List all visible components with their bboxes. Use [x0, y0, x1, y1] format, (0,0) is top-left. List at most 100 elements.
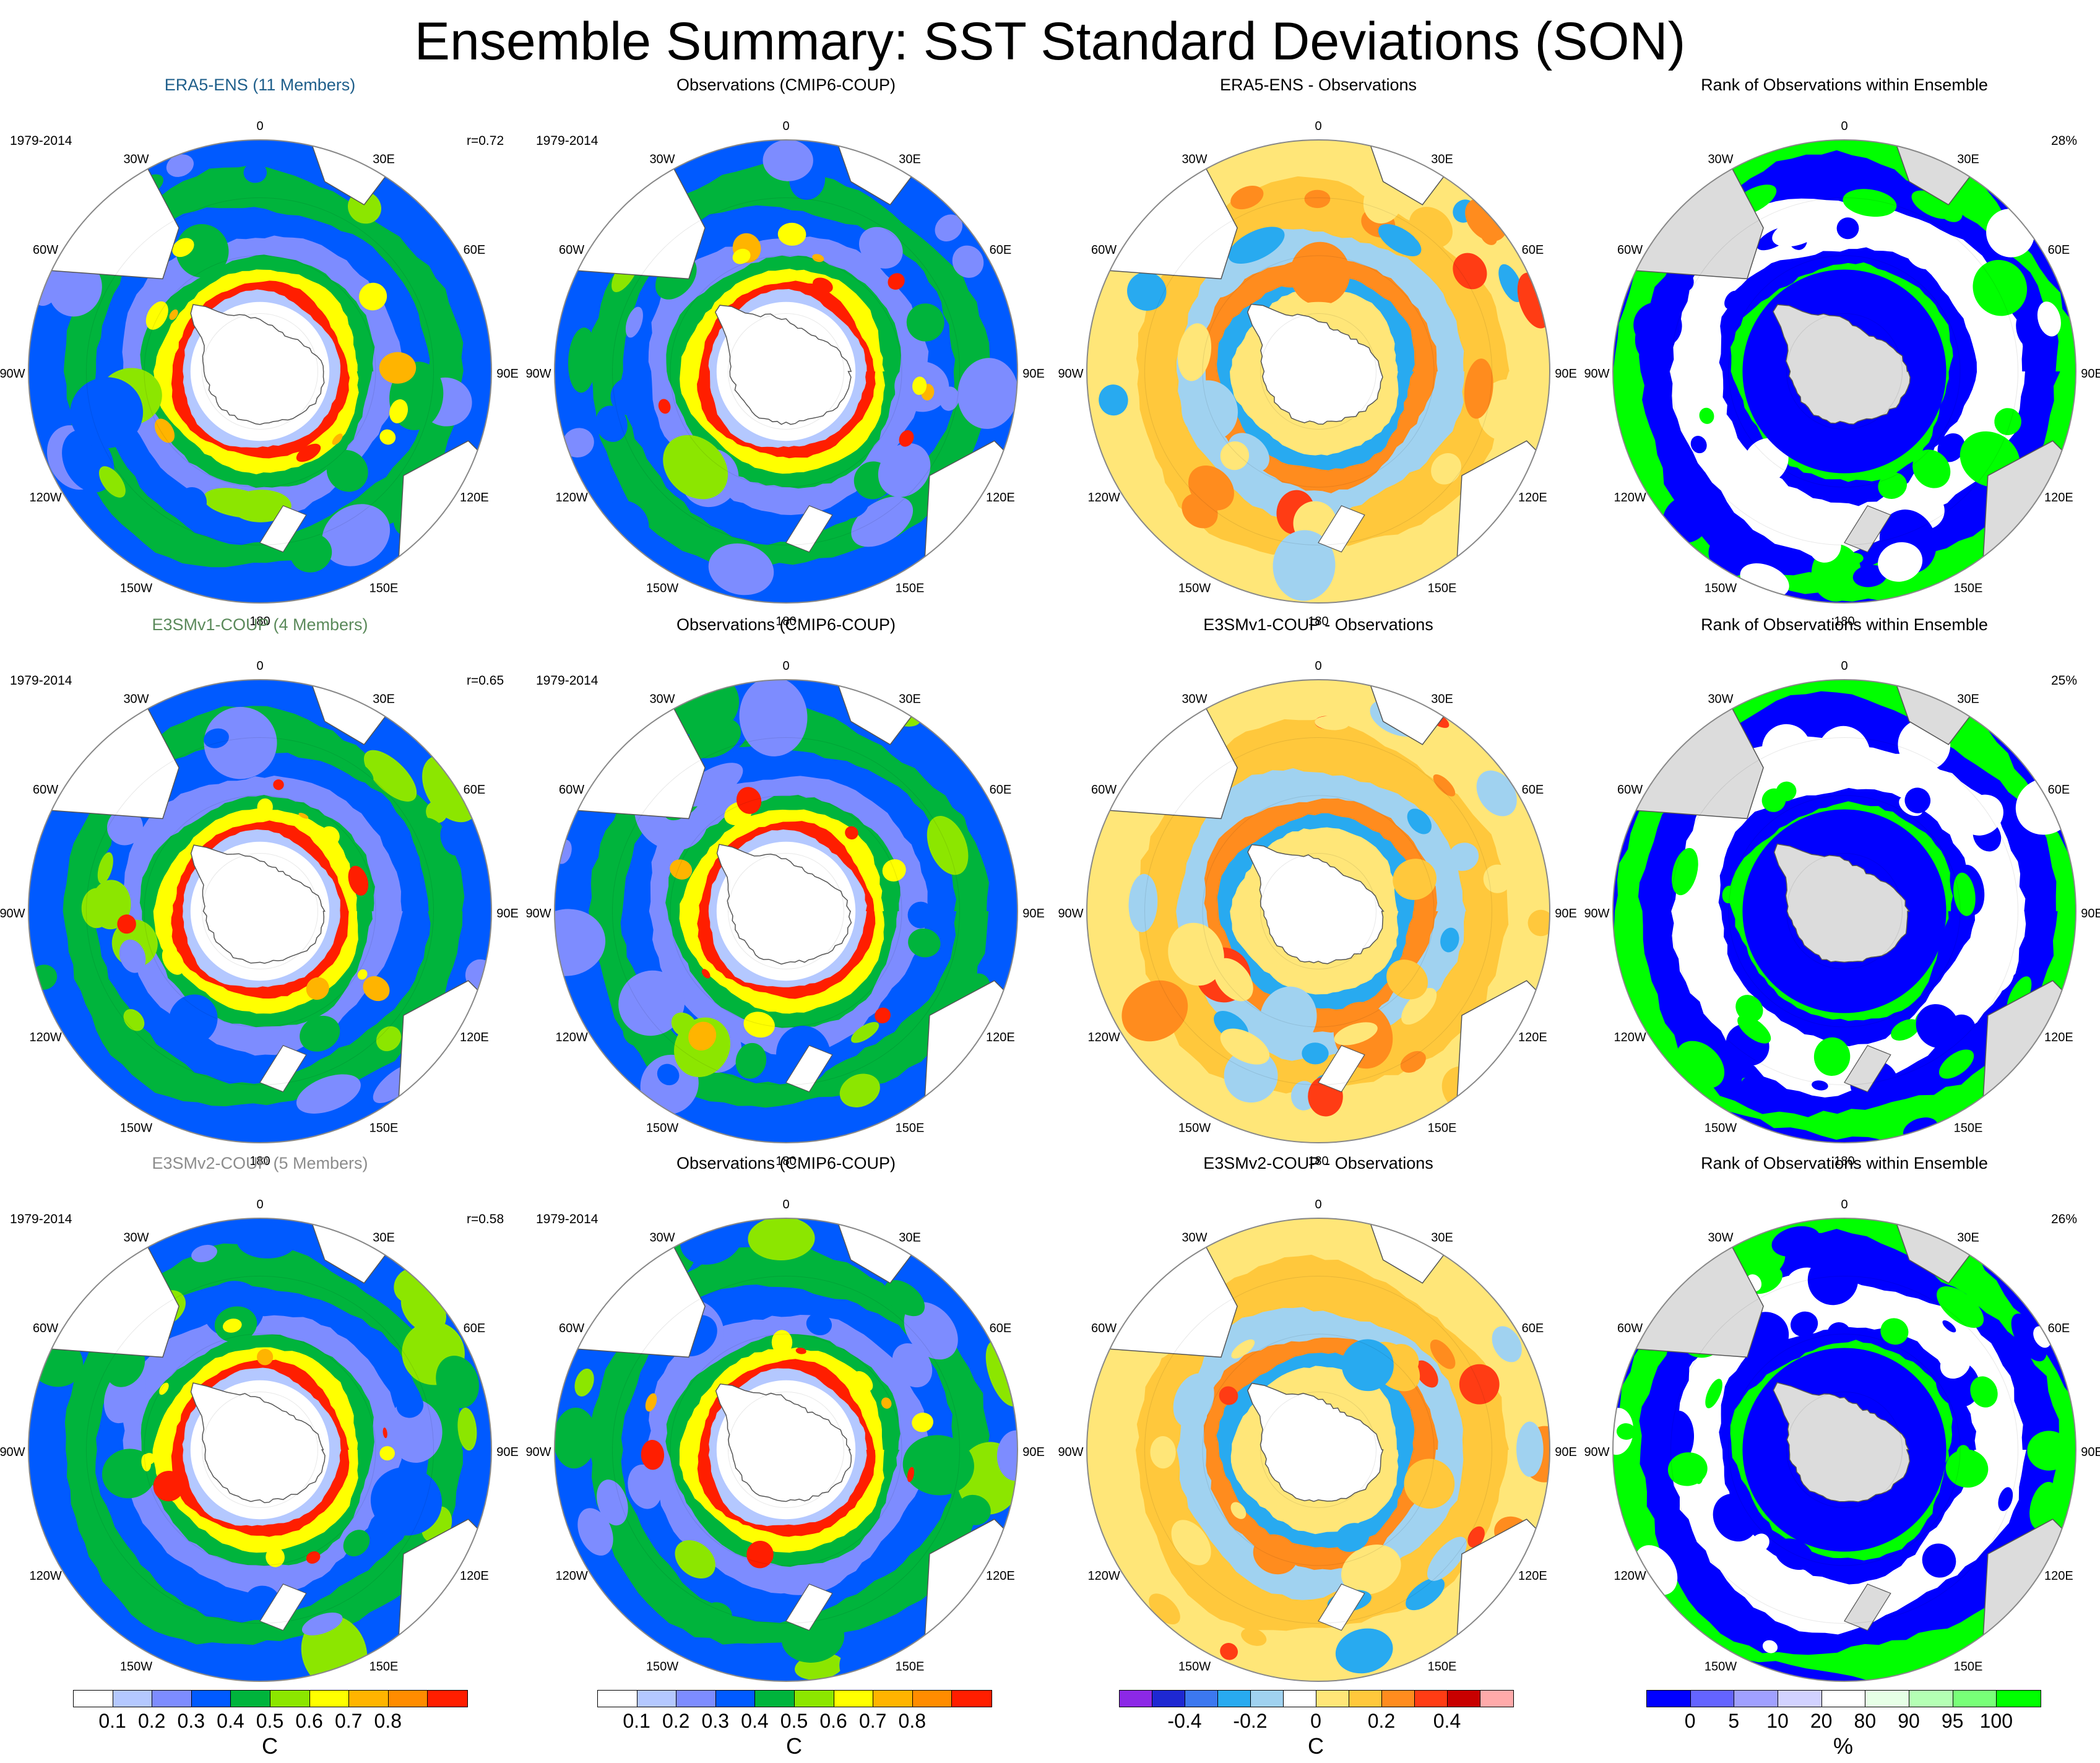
- longitude-tick-label: 60E: [464, 1322, 486, 1335]
- field-patch: [153, 1470, 184, 1502]
- field-patch: [1401, 988, 1437, 1025]
- colorbar-swatch: [427, 1690, 468, 1707]
- field-patch: [1659, 1410, 1695, 1466]
- field-patch: [363, 976, 390, 1002]
- field-patch: [1904, 787, 1931, 813]
- field-patch: [243, 162, 267, 183]
- map-frame: [28, 139, 492, 604]
- map-frame: [28, 1218, 492, 1682]
- longitude-tick-label: 30W: [1182, 1231, 1207, 1245]
- map-panel: 0 30E 60E 90E 120E 150E 180 150W 120W 90W 60W 30W Ob…: [525, 615, 1044, 1168]
- antarctica-land: [715, 1383, 852, 1502]
- longitude-tick-label: 60E: [2048, 243, 2070, 257]
- field-patch: [1213, 958, 1253, 1002]
- field-patch: [1994, 408, 2021, 435]
- field-patch: [597, 1479, 628, 1526]
- longitude-tick-label: 90W: [1058, 907, 1083, 920]
- colorbar-unit: C: [262, 1733, 278, 1759]
- field-patch: [670, 859, 693, 880]
- longitude-tick-label: 0: [782, 659, 789, 673]
- longitude-tick-label: 150W: [1705, 581, 1737, 595]
- longitude-tick-label: 150E: [1428, 581, 1457, 595]
- field-patch: [735, 1042, 767, 1079]
- field-patch: [795, 1348, 806, 1354]
- map-frame: [1086, 679, 1550, 1143]
- longitude-tick-label: 150W: [1178, 1660, 1211, 1673]
- colorbar-swatch: [73, 1690, 114, 1707]
- field-patch: [1409, 207, 1453, 248]
- field-patch: [1845, 753, 1864, 761]
- panel-title: ERA5-ENS (11 Members): [165, 76, 356, 94]
- latitude-circle: [1144, 197, 1492, 545]
- latitude-circle: [1786, 1392, 1903, 1508]
- new-zealand-land: [259, 505, 307, 553]
- longitude-tick-label: 120W: [555, 491, 587, 505]
- field-patch: [574, 1368, 594, 1397]
- longitude-tick-label: 150W: [120, 1660, 152, 1673]
- colorbar-swatch: [1480, 1690, 1514, 1707]
- longitude-tick-label: 0: [256, 659, 263, 673]
- field-patch: [159, 1382, 169, 1395]
- field-patch: [236, 1224, 296, 1258]
- field-patch: [1182, 380, 1238, 441]
- longitude-tick-label: 120W: [1614, 491, 1646, 505]
- field-patch: [123, 1009, 145, 1031]
- longitude-tick-label: 150E: [1428, 1660, 1457, 1673]
- new-zealand-land: [1844, 505, 1891, 553]
- field-patch: [1453, 253, 1487, 290]
- field-patch: [1705, 1379, 1722, 1408]
- map-panel: 0 30E 60E 90E 120E 150E 180 150W 120W 90W 60W 30W E3…: [1058, 615, 1576, 1168]
- field-patch: [1971, 949, 2015, 994]
- latitude-circle: [612, 737, 960, 1085]
- field-patch: [899, 430, 914, 447]
- colorbar-tick-label: 100: [1979, 1710, 2013, 1732]
- field-patch: [1516, 1421, 1544, 1477]
- colorbar-tick-label: 0.1: [623, 1710, 650, 1732]
- longitude-tick-label: 90W: [1584, 367, 1609, 381]
- field-layer: [28, 1218, 491, 1681]
- field-patch: [706, 1602, 732, 1623]
- map-frame: [1086, 1218, 1550, 1682]
- field-patch: [231, 490, 292, 522]
- latitude-circle: [670, 795, 902, 1028]
- colorbar-tick-label: 0.5: [256, 1710, 284, 1732]
- latitude-circle: [1786, 853, 1903, 969]
- longitude-tick-label: 150E: [369, 581, 399, 595]
- field-patch: [296, 443, 321, 462]
- colorbar-swatch: [191, 1690, 232, 1707]
- field-patch: [641, 1440, 665, 1470]
- longitude-tick-label: 180: [1308, 615, 1328, 628]
- field-patch: [1852, 565, 1887, 587]
- field-patch: [1742, 1076, 1766, 1096]
- colorbar-tick-label: 0.4: [217, 1710, 244, 1732]
- field-patch: [1960, 794, 2003, 836]
- longitude-tick-label: 60W: [33, 243, 58, 257]
- field-patch: [1220, 1028, 1270, 1065]
- field-patch: [382, 1427, 387, 1439]
- period-label: 1979-2014: [10, 674, 72, 688]
- longitude-tick-label: 90W: [1584, 907, 1609, 920]
- field-patch: [658, 399, 671, 414]
- longitude-tick-label: 150W: [1178, 1121, 1211, 1135]
- latitude-circle: [1670, 197, 2018, 545]
- field-patch: [1911, 190, 1953, 219]
- field-patch: [1127, 272, 1167, 311]
- field-patch: [326, 449, 368, 492]
- field-layer: [28, 140, 491, 603]
- new-zealand-land: [1318, 1583, 1365, 1631]
- field-patch: [1406, 1577, 1445, 1611]
- longitude-tick-label: 90E: [1555, 1445, 1577, 1459]
- field-patch: [1842, 552, 1864, 565]
- period-label: 1979-2014: [536, 674, 598, 688]
- longitude-tick-label: 60E: [990, 243, 1012, 257]
- field-patch: [1953, 872, 1976, 916]
- field-patch: [301, 1612, 343, 1635]
- south-america-land: [555, 140, 706, 280]
- longitude-tick-label: 120E: [460, 491, 489, 505]
- field-patch: [332, 433, 343, 445]
- field-patch: [935, 214, 963, 241]
- field-patch: [1260, 986, 1317, 1049]
- field-patch: [273, 779, 284, 791]
- field-patch: [1945, 1449, 1989, 1488]
- colorbar-tick-label: 0.4: [741, 1710, 769, 1732]
